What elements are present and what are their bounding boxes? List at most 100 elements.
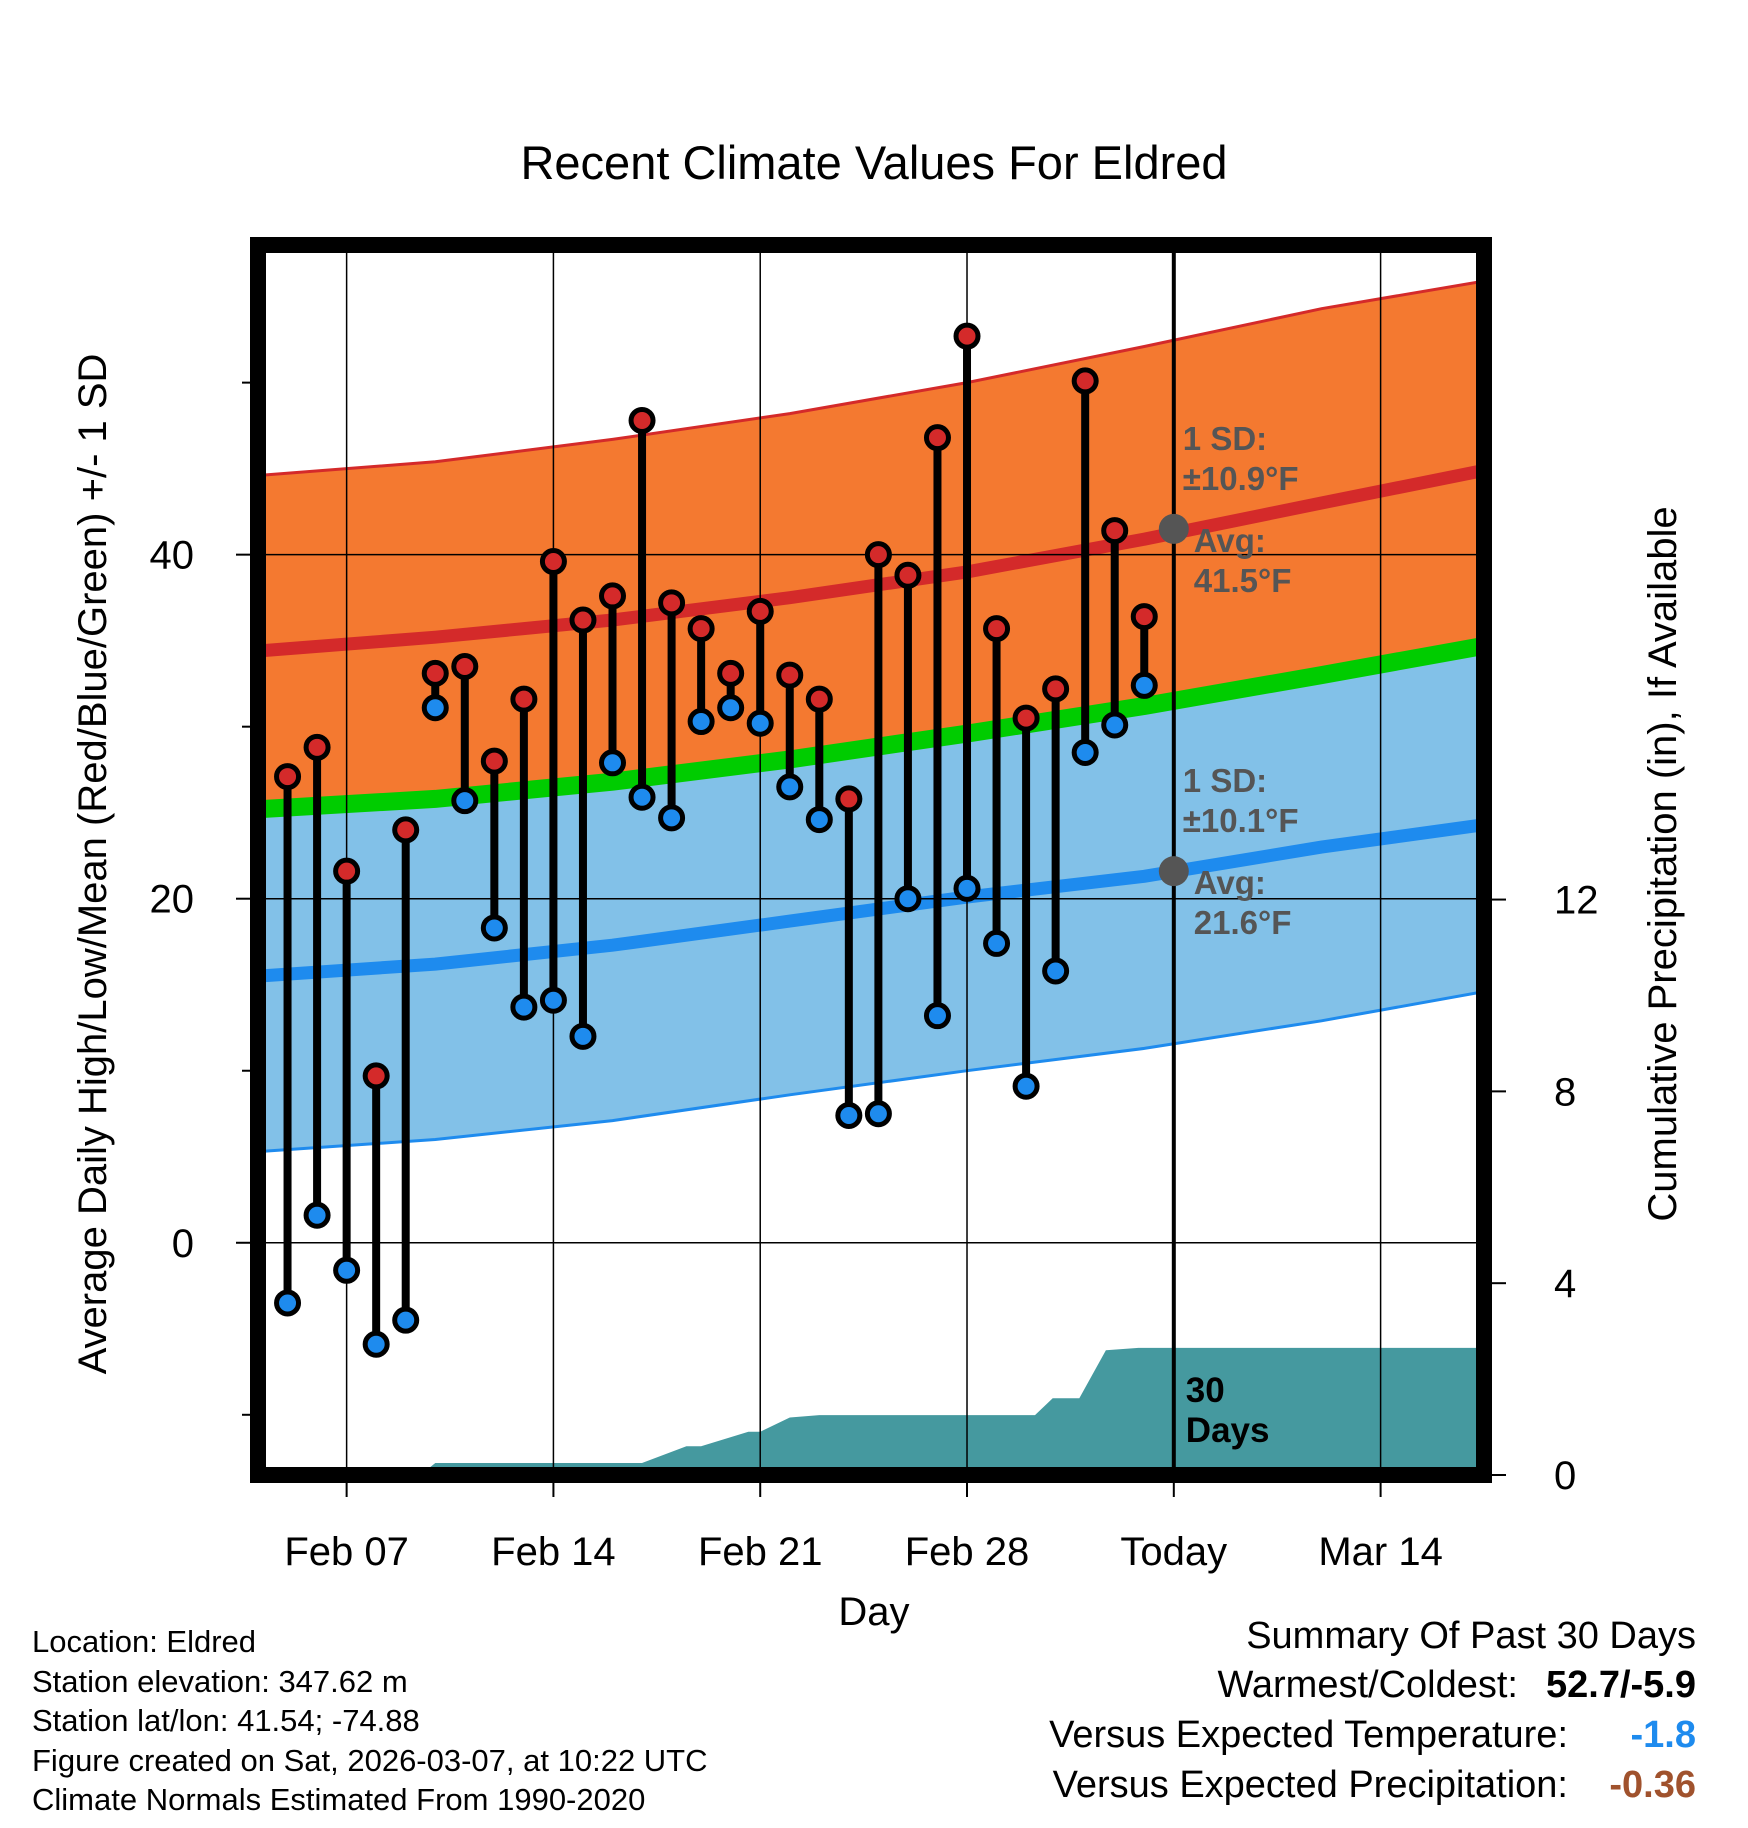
low-temp-point	[746, 709, 774, 737]
high-upper-sd-line	[258, 279, 1484, 477]
low-temp-point	[1012, 1072, 1040, 1100]
latlon-text: Station lat/lon: 41.54; -74.88	[32, 1703, 420, 1738]
high-temp-point	[569, 606, 597, 634]
low-temp-point	[392, 1306, 420, 1334]
plot-frame	[250, 237, 1492, 1483]
days-label-text: Days	[1186, 1411, 1270, 1450]
low-avg-value: 21.6°F	[1194, 904, 1292, 941]
high-temp-point	[628, 406, 656, 434]
low-temp-point	[894, 885, 922, 913]
high-avg-marker	[1158, 513, 1189, 544]
chart-title: Recent Climate Values For Eldred	[520, 136, 1227, 189]
high-temp-point	[1101, 517, 1129, 545]
station-info: Location: Eldred Station elevation: 347.…	[32, 1622, 708, 1820]
y-tick-label: 40	[150, 534, 195, 578]
low-temp-point	[421, 694, 449, 722]
high-temp-point	[864, 541, 892, 569]
low-temp-point	[983, 929, 1011, 957]
low-temp-point	[628, 783, 656, 811]
low-temp-point	[953, 874, 981, 902]
precip-area	[258, 1347, 1484, 1475]
low-temp-point	[333, 1256, 361, 1284]
warm-cold-label: Warmest/Coldest:	[1217, 1664, 1518, 1706]
x-tick-label: Feb 21	[698, 1530, 823, 1574]
precip-diff-label: Versus Expected Precipitation:	[1052, 1764, 1568, 1806]
normals-text: Climate Normals Estimated From 1990-2020	[32, 1782, 646, 1817]
high-temp-point	[805, 685, 833, 713]
x-tick-label: Mar 14	[1318, 1530, 1443, 1574]
low-temp-point	[864, 1100, 892, 1128]
high-temp-point	[923, 424, 951, 452]
y2-axis-label: Cumulative Precipitation (in), If Availa…	[1641, 506, 1685, 1221]
high-avg-label: Avg:	[1194, 522, 1266, 559]
low-temp-point	[303, 1201, 331, 1229]
warm-cold-value: 52.7/-5.9	[1546, 1664, 1696, 1706]
high-temp-point	[953, 322, 981, 350]
created-text: Figure created on Sat, 2026-03-07, at 10…	[32, 1742, 708, 1778]
low-upper-band	[258, 645, 1484, 977]
high-temp-point	[510, 685, 538, 713]
temp-diff-label: Versus Expected Temperature:	[1049, 1714, 1568, 1756]
days-label-number: 30	[1186, 1371, 1225, 1410]
high-temp-point	[1042, 675, 1070, 703]
high-temp-point	[746, 597, 774, 625]
low-temp-point	[835, 1101, 863, 1129]
precip-diff-value: -0.36	[1609, 1764, 1696, 1806]
summary-temp-row: Versus Expected Temperature: -1.8	[1049, 1710, 1696, 1760]
high-sd-label: 1 SD:	[1183, 420, 1267, 457]
low-avg-label: Avg:	[1194, 864, 1266, 901]
y-axis-label: Average Daily High/Low/Mean (Red/Blue/Gr…	[71, 354, 115, 1375]
summary-warm-cold-row: Warmest/Coldest: 52.7/-5.9	[1049, 1660, 1696, 1710]
high-temp-point	[274, 763, 302, 791]
high-temp-point	[1012, 704, 1040, 732]
high-temp-point	[392, 816, 420, 844]
high-temp-point	[983, 615, 1011, 643]
low-temp-point	[362, 1330, 390, 1358]
low-temp-point	[599, 749, 627, 777]
summary-panel: Summary Of Past 30 Days Warmest/Coldest:…	[1049, 1612, 1696, 1810]
high-temp-point	[1130, 603, 1158, 631]
x-axis-label: Day	[838, 1590, 909, 1634]
low-temp-point	[923, 1002, 951, 1030]
low-temp-point	[1071, 738, 1099, 766]
high-sd-value: ±10.9°F	[1183, 460, 1299, 497]
x-tick-label: Feb 14	[491, 1530, 616, 1574]
high-temp-point	[717, 659, 745, 687]
high-temp-point	[303, 733, 331, 761]
low-lower-band	[258, 824, 1484, 1152]
low-sd-value: ±10.1°F	[1183, 802, 1299, 839]
high-temp-point	[539, 548, 567, 576]
high-temp-point	[835, 785, 863, 813]
high-temp-point	[894, 561, 922, 589]
y2-tick-label: 12	[1554, 879, 1599, 923]
high-avg-value: 41.5°F	[1194, 562, 1292, 599]
high-temp-point	[776, 661, 804, 689]
y2-tick-label: 0	[1554, 1454, 1576, 1498]
low-temp-point	[569, 1022, 597, 1050]
high-temp-point	[333, 857, 361, 885]
low-temp-point	[658, 804, 686, 832]
low-temp-point	[510, 993, 538, 1021]
low-avg-marker	[1158, 856, 1189, 887]
high-temp-point	[1071, 367, 1099, 395]
high-temp-point	[599, 582, 627, 610]
low-temp-point	[687, 708, 715, 736]
temp-diff-value: -1.8	[1630, 1714, 1696, 1756]
low-temp-point	[776, 773, 804, 801]
low-temp-point	[1130, 671, 1158, 699]
high-temp-point	[362, 1062, 390, 1090]
low-temp-point	[274, 1289, 302, 1317]
summary-precip-row: Versus Expected Precipitation: -0.36	[1049, 1760, 1696, 1810]
x-tick-label: Feb 28	[905, 1530, 1030, 1574]
low-temp-point	[805, 806, 833, 834]
low-temp-point	[451, 787, 479, 815]
elevation-text: Station elevation: 347.62 m	[32, 1663, 408, 1699]
low-sd-label: 1 SD:	[1183, 762, 1267, 799]
high-temp-point	[658, 589, 686, 617]
x-tick-label: Today	[1120, 1530, 1227, 1574]
low-temp-point	[480, 914, 508, 942]
high-temp-point	[687, 615, 715, 643]
high-temp-point	[451, 652, 479, 680]
y2-tick-label: 8	[1554, 1070, 1576, 1114]
